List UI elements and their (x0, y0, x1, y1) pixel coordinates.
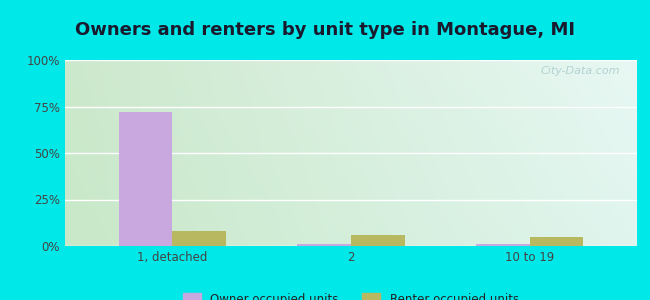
Text: Owners and renters by unit type in Montague, MI: Owners and renters by unit type in Monta… (75, 21, 575, 39)
Bar (298, 244, 351, 246)
Bar (172, 231, 226, 246)
Bar (476, 244, 530, 246)
Bar (118, 112, 172, 246)
Legend: Owner occupied units, Renter occupied units: Owner occupied units, Renter occupied un… (179, 288, 523, 300)
Bar (351, 235, 404, 246)
Text: City-Data.com: City-Data.com (540, 66, 620, 76)
Bar (530, 237, 584, 246)
